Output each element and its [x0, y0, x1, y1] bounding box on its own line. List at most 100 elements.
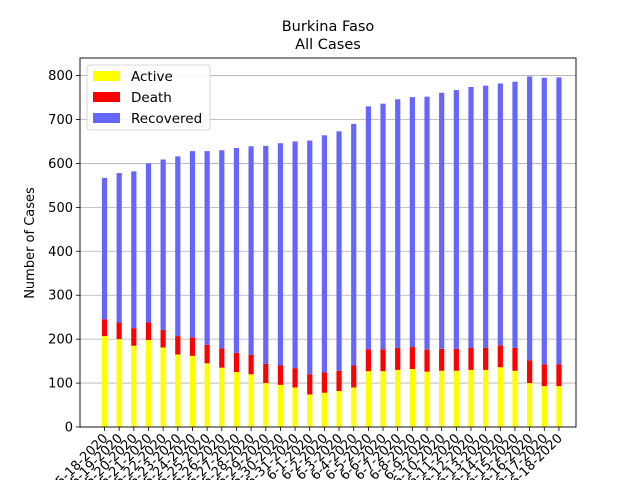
bar-recovered-segment	[189, 151, 196, 338]
bar-recovered-segment	[292, 141, 298, 369]
bar-recovered-segment	[556, 77, 562, 365]
bar-active-segment	[453, 370, 459, 427]
bar-death-segment	[365, 349, 371, 372]
bar-death-segment	[409, 347, 415, 370]
bar-death-segment	[277, 365, 284, 385]
bar-active-segment	[351, 387, 357, 427]
bar-active-segment	[101, 336, 108, 427]
bar-active-segment	[263, 383, 269, 427]
y-tick-label: 700	[48, 113, 73, 128]
bar-active-segment	[175, 354, 181, 427]
bar-recovered-segment	[116, 173, 122, 323]
bar-death-segment	[439, 348, 445, 371]
bar-active-segment	[131, 345, 137, 427]
bar-death-segment	[263, 363, 269, 384]
bar-death-segment	[395, 347, 401, 370]
bar-active-segment	[497, 367, 503, 427]
bar-recovered-segment	[204, 151, 210, 345]
bar-recovered-segment	[321, 135, 327, 373]
bar-death-segment	[527, 360, 533, 384]
bar-death-segment	[468, 347, 474, 370]
bar-active-segment	[541, 386, 547, 427]
bar-death-segment	[233, 352, 240, 373]
y-tick-label: 0	[65, 421, 73, 436]
bar-recovered-segment	[439, 92, 445, 349]
bar-active-segment	[233, 372, 240, 427]
bar-death-segment	[512, 347, 518, 371]
bar-recovered-segment	[175, 156, 181, 337]
bar-recovered-segment	[497, 83, 503, 346]
bar-active-segment	[248, 374, 254, 427]
bar-active-segment	[160, 347, 166, 427]
bar-death-segment	[541, 364, 547, 387]
bar-active-segment	[483, 369, 489, 427]
bar-recovered-segment	[131, 171, 137, 329]
bar-active-segment	[527, 383, 533, 427]
y-tick-label: 300	[48, 289, 73, 304]
chart-title: Burkina Faso	[282, 19, 375, 35]
chart-subtitle: All Cases	[295, 37, 361, 53]
legend-swatch-active	[93, 71, 120, 81]
bar-active-segment	[277, 384, 284, 427]
bar-death-segment	[321, 372, 327, 393]
bar-recovered-segment	[307, 140, 313, 375]
bar-active-segment	[336, 390, 342, 427]
bar-recovered-segment	[233, 148, 240, 353]
legend-label-death: Death	[131, 90, 172, 106]
bar-recovered-segment	[424, 96, 430, 350]
bar-death-segment	[101, 319, 108, 337]
bar-active-segment	[395, 369, 401, 427]
bar-death-segment	[453, 348, 459, 371]
bar-death-segment	[204, 344, 210, 364]
bar-death-segment	[248, 354, 254, 375]
bar-recovered-segment	[248, 146, 254, 355]
bar-recovered-segment	[468, 86, 474, 348]
y-axis-label: Number of Cases	[23, 187, 38, 299]
legend-label-active: Active	[131, 69, 173, 85]
legend-label-recovered: Recovered	[131, 111, 202, 127]
bar-active-segment	[145, 340, 152, 427]
bar-active-segment	[204, 363, 210, 427]
bar-recovered-segment	[395, 99, 401, 348]
bar-death-segment	[483, 347, 489, 370]
bar-active-segment	[189, 355, 196, 427]
bar-death-segment	[145, 322, 152, 341]
bar-recovered-segment	[527, 76, 533, 361]
bar-death-segment	[424, 349, 430, 372]
bar-active-segment	[380, 371, 386, 427]
bar-recovered-segment	[101, 177, 108, 320]
y-tick-label: 500	[48, 201, 73, 216]
bar-death-segment	[189, 337, 196, 356]
y-tick-label: 200	[48, 333, 73, 348]
bar-active-segment	[365, 371, 371, 427]
bar-death-segment	[497, 345, 503, 368]
bar-active-segment	[424, 371, 430, 427]
y-tick-label: 800	[48, 69, 73, 84]
bar-recovered-segment	[512, 81, 518, 348]
bar-active-segment	[116, 339, 122, 427]
bar-active-segment	[219, 367, 225, 427]
bar-recovered-segment	[409, 97, 415, 348]
bar-recovered-segment	[263, 145, 269, 364]
bar-active-segment	[409, 369, 415, 427]
bar-recovered-segment	[277, 143, 284, 366]
axes: 01002003004005006007008005-18-20205-19-2…	[48, 57, 577, 480]
bar-active-segment	[468, 369, 474, 427]
y-tick-label: 600	[48, 157, 73, 172]
plot-frame	[79, 57, 577, 428]
bar-recovered-segment	[219, 150, 225, 349]
bar-active-segment	[307, 394, 313, 427]
bar-death-segment	[307, 374, 313, 395]
legend-swatch-death	[93, 92, 120, 102]
y-tick-label: 400	[48, 245, 73, 260]
bar-death-segment	[131, 328, 137, 346]
bar-recovered-segment	[365, 106, 371, 350]
bar-active-segment	[439, 370, 445, 427]
bar-active-segment	[556, 386, 562, 427]
bar-death-segment	[160, 329, 166, 348]
bar-death-segment	[116, 322, 122, 340]
bar-death-segment	[351, 365, 357, 388]
bar-active-segment	[512, 370, 518, 427]
bar-recovered-segment	[453, 90, 459, 349]
